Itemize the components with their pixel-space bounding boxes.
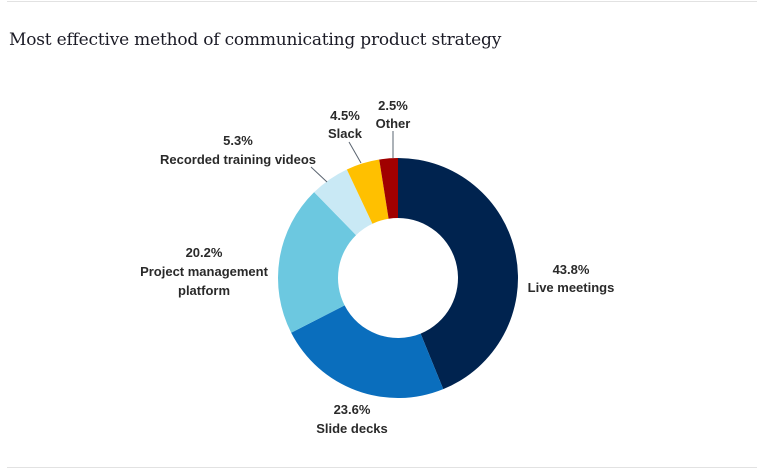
leader-line-slack bbox=[348, 141, 362, 164]
value-label-live-meetings: 43.8% bbox=[553, 262, 590, 277]
category-label-project-management-platform-line2: platform bbox=[178, 283, 230, 298]
slice-slide-decks bbox=[291, 305, 444, 399]
leader-line-recorded-training-videos bbox=[310, 166, 328, 183]
slice-slack bbox=[346, 159, 389, 224]
category-label-recorded-training-videos: Recorded training videos bbox=[160, 152, 316, 167]
value-label-recorded-training-videos: 5.3% bbox=[223, 133, 253, 148]
bottom-divider bbox=[7, 467, 757, 468]
category-label-live-meetings: Live meetings bbox=[528, 280, 615, 295]
value-label-other: 2.5% bbox=[378, 98, 408, 113]
category-label-slide-decks: Slide decks bbox=[316, 421, 388, 436]
slice-other bbox=[379, 158, 398, 219]
slice-recorded-training-videos bbox=[314, 169, 373, 236]
top-divider bbox=[7, 1, 757, 2]
slice-live-meetings bbox=[398, 158, 519, 390]
value-label-slack: 4.5% bbox=[330, 108, 360, 123]
slice-project-management-platform bbox=[278, 192, 357, 333]
value-label-project-management-platform: 20.2% bbox=[186, 245, 223, 260]
category-label-slack: Slack bbox=[328, 126, 363, 141]
chart-title: Most effective method of communicating p… bbox=[9, 30, 502, 50]
value-label-slide-decks: 23.6% bbox=[334, 402, 371, 417]
category-label-other: Other bbox=[376, 116, 411, 131]
category-label-project-management-platform-line1: Project management bbox=[140, 264, 269, 279]
